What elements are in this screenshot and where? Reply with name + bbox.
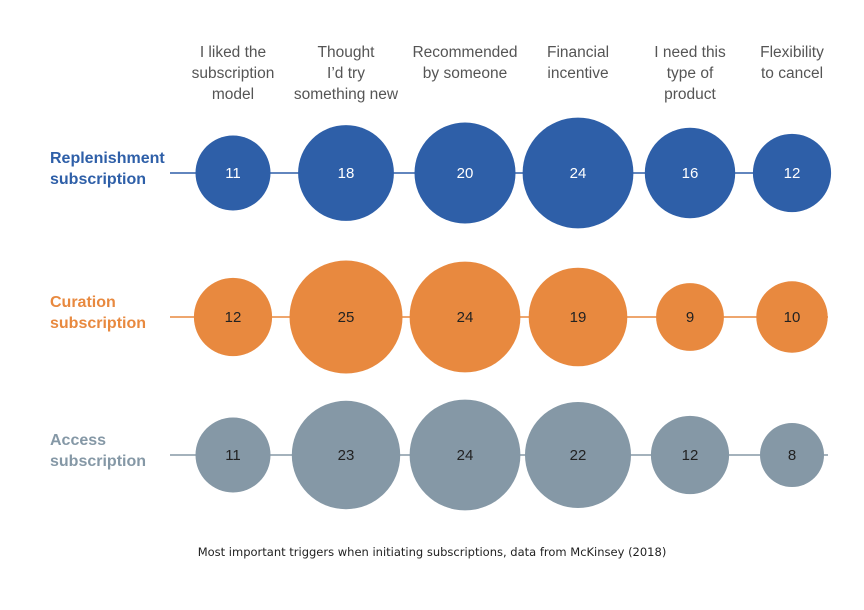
column-label-line: by someone	[423, 65, 507, 82]
column-label-line: Flexibility	[760, 44, 824, 61]
bubble	[414, 122, 516, 224]
bubble-value-label: 24	[457, 447, 474, 464]
bubble-value-label: 25	[338, 309, 355, 326]
column-label-line: product	[664, 86, 716, 103]
row-label-line: subscription	[50, 453, 146, 470]
column-label: Thought I’d try something new	[294, 44, 399, 103]
row-label-line: Curation	[50, 294, 116, 311]
bubble-value-label: 23	[338, 447, 355, 464]
bubble-value-label: 11	[225, 165, 241, 182]
bubble	[656, 283, 724, 351]
column-label-line: to cancel	[761, 65, 823, 82]
chart-caption: Most important triggers when initiating …	[197, 545, 667, 559]
bubble	[409, 261, 521, 373]
bubble-value-label: 12	[784, 165, 801, 182]
column-label: Recommended by someone	[412, 44, 517, 82]
bubble	[528, 267, 628, 367]
bubble	[291, 400, 401, 510]
column-label-line: Thought	[318, 44, 376, 61]
bubble	[756, 281, 828, 353]
column-label-line: Financial	[547, 44, 609, 61]
row-label: Curation subscription	[50, 294, 146, 332]
row-label: Access subscription	[50, 432, 146, 470]
column-label: I need this type of product	[654, 44, 726, 103]
bubble-value-label: 10	[784, 309, 801, 326]
bubble-value-label: 16	[682, 165, 699, 182]
bubble	[644, 127, 736, 219]
bubble-value-label: 24	[457, 309, 474, 326]
bubble-chart: I liked the subscription model Thought I’d t…	[50, 44, 832, 511]
bubble	[522, 117, 634, 229]
column-label-line: incentive	[547, 65, 608, 82]
column-label-line: type of	[667, 65, 714, 82]
column-label: Financial incentive	[547, 44, 609, 82]
column-label: I liked the subscription model	[192, 44, 275, 103]
bubble	[760, 423, 824, 487]
row-label: Replenishment subscription	[50, 150, 165, 188]
bubble-value-label: 9	[686, 309, 694, 326]
column-label-line: I need this	[654, 44, 726, 61]
bubble	[650, 415, 730, 495]
column-label-line: something new	[294, 86, 399, 103]
bubble	[195, 417, 271, 493]
row-label-line: subscription	[50, 315, 146, 332]
bubble	[193, 277, 273, 357]
bubble-value-label: 11	[225, 447, 241, 464]
bubble-value-label: 12	[682, 447, 699, 464]
bubble-value-label: 22	[570, 447, 587, 464]
bubble	[409, 399, 521, 511]
bubble-value-label: 20	[457, 165, 474, 182]
column-label-line: I’d try	[327, 65, 365, 82]
bubble	[195, 135, 271, 211]
bubble-value-label: 8	[788, 447, 796, 464]
bubble-value-label: 18	[338, 165, 355, 182]
row-label-line: subscription	[50, 171, 146, 188]
bubble-value-label: 24	[570, 165, 587, 182]
bubble-value-label: 12	[225, 309, 242, 326]
bubble	[289, 260, 403, 374]
column-label-line: Recommended	[412, 44, 517, 61]
bubble	[752, 133, 832, 213]
row-label-line: Access	[50, 432, 106, 449]
bubble	[298, 125, 394, 221]
column-label-line: I liked the	[200, 44, 266, 61]
column-label-line: subscription	[192, 65, 275, 82]
column-label-line: model	[212, 86, 254, 103]
bubble-value-label: 19	[570, 309, 587, 326]
column-label: Flexibility to cancel	[760, 44, 824, 82]
row-label-line: Replenishment	[50, 150, 165, 167]
bubble	[525, 402, 631, 508]
